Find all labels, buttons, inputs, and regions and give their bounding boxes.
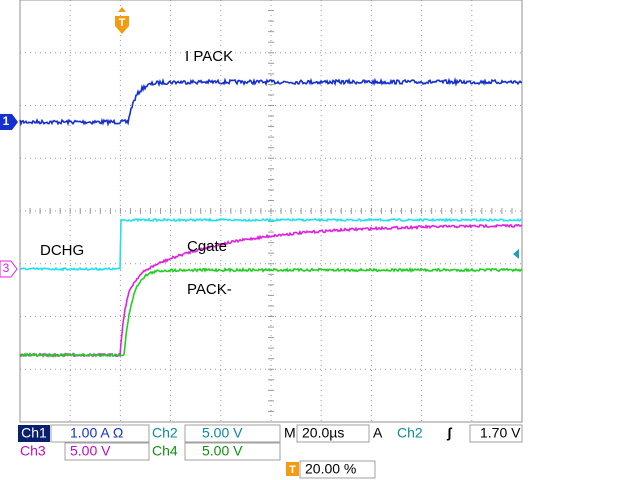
status-text: Ch3 [20,443,46,459]
trigger-level-marker [513,249,519,259]
ch4-trace [19,266,523,358]
trigger-arrow [118,7,126,12]
trigger-marker [115,16,129,34]
status-cell [296,424,370,443]
ch1-marker [0,114,18,130]
status-text: 1.70 V [480,425,521,441]
screen-border [19,0,523,423]
status-text: 20.00 % [305,461,356,477]
ch1-marker-label: 1 [3,114,10,128]
trace-label: DCHG [40,242,84,259]
status-text: 5.00 V [202,443,243,459]
status-text: 20.0µs [302,425,344,441]
status-cell [64,442,150,461]
status-text: M [284,425,296,441]
trigger-marker-label: T [119,17,126,29]
status-cell [299,460,376,479]
trace-label: Cgate [187,238,227,255]
status-cell [18,425,50,442]
status-text: 5.00 V [202,425,243,441]
status-text: Ch2 [397,425,423,441]
status-cell [469,424,523,443]
ch1-trace [19,77,523,127]
trace-label: I PACK [185,48,233,65]
status-cell [184,442,281,461]
status-text: ʃ [446,425,453,441]
traces [19,77,523,358]
ch3-marker-label: 3 [3,261,10,275]
status-cell [286,462,299,476]
ch2-trace [19,217,523,272]
status-text: 1.00 A Ω [70,425,123,441]
ch3-marker [0,260,18,278]
status-text: Ch4 [152,443,178,459]
graticule [19,0,522,422]
status-text: Ch2 [152,425,178,441]
status-cell [50,424,150,443]
status-text: A [373,425,383,441]
trace-label: PACK- [187,281,232,298]
status-text: Ch1 [21,425,47,441]
status-cell [184,424,281,443]
status-text: 5.00 V [70,443,111,459]
status-text: T [289,464,296,476]
